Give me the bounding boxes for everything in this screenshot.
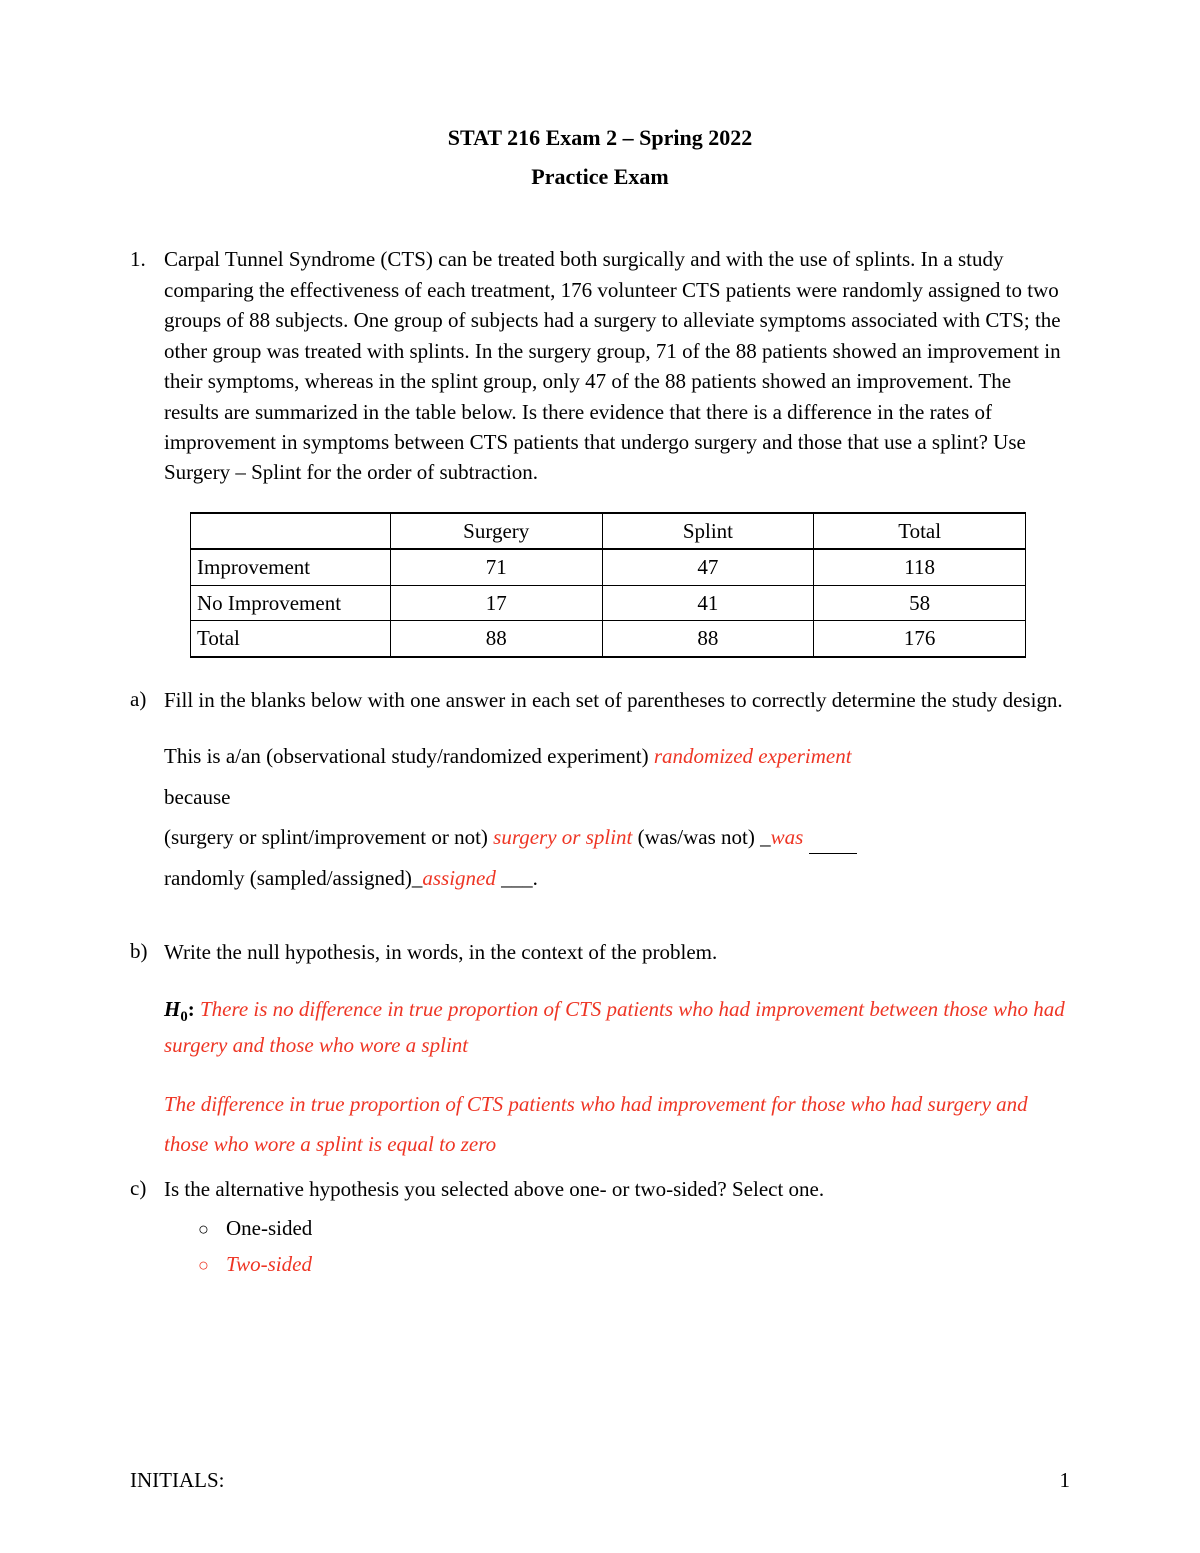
table-cell: 88 — [602, 621, 814, 657]
data-table: Surgery Splint Total Improvement 71 47 1… — [190, 512, 1026, 658]
h0-H: H — [164, 997, 180, 1021]
part-a-line3-mid: (was/was not) — [632, 825, 760, 849]
table-header-surgery: Surgery — [390, 513, 602, 549]
page-footer: INITIALS: 1 — [130, 1468, 1070, 1493]
part-b-body: Write the null hypothesis, in words, in … — [164, 936, 1070, 1165]
table-header-blank — [191, 513, 391, 549]
part-b-answer-1: H0: There is no difference in true propo… — [164, 993, 1070, 1062]
table-row: No Improvement 17 41 58 — [191, 585, 1026, 620]
table-cell: 88 — [390, 621, 602, 657]
part-b: b) Write the null hypothesis, in words, … — [130, 936, 1070, 1165]
part-c: c) Is the alternative hypothesis you sel… — [130, 1173, 1070, 1281]
part-a-line4-pre: randomly (sampled/assigned) — [164, 866, 412, 890]
table-cell: No Improvement — [191, 585, 391, 620]
part-a-line4-end: ___. — [501, 866, 538, 890]
answer-assigned: assigned — [422, 866, 496, 890]
part-a-line1-pre: This is a/an (observational study/random… — [164, 744, 654, 768]
ans4-pre: _ — [412, 866, 423, 890]
part-a-intro: Fill in the blanks below with one answer… — [164, 684, 1070, 717]
table-cell: 47 — [602, 549, 814, 585]
answer-h0-line2: The difference in true proportion of CTS… — [164, 1085, 1070, 1165]
table-header-splint: Splint — [602, 513, 814, 549]
table-header-total: Total — [814, 513, 1026, 549]
question-1: 1. Carpal Tunnel Syndrome (CTS) can be t… — [130, 244, 1070, 1280]
table-row: Improvement 71 47 118 — [191, 549, 1026, 585]
table-row: Total 88 88 176 — [191, 621, 1026, 657]
choice-two-sided-label: Two-sided — [226, 1248, 312, 1281]
table-cell: 71 — [390, 549, 602, 585]
choice-two-sided[interactable]: ○ Two-sided — [198, 1248, 1070, 1281]
answer-randomized-experiment: randomized experiment — [654, 744, 852, 768]
question-text: Carpal Tunnel Syndrome (CTS) can be trea… — [164, 244, 1070, 488]
part-b-label: b) — [130, 936, 164, 1165]
part-a-line3: (surgery or splint/improvement or not) s… — [164, 821, 1070, 854]
h0-colon: : — [188, 997, 200, 1021]
table-cell: 118 — [814, 549, 1026, 585]
table-cell: Total — [191, 621, 391, 657]
h0-symbol: H0 — [164, 997, 188, 1021]
part-c-body: Is the alternative hypothesis you select… — [164, 1173, 1070, 1281]
footer-initials: INITIALS: — [130, 1468, 224, 1493]
choice-one-sided[interactable]: ○ One-sided — [198, 1212, 1070, 1245]
table-cell: Improvement — [191, 549, 391, 585]
answer-was: was — [771, 825, 804, 849]
part-c-choices: ○ One-sided ○ Two-sided — [198, 1212, 1070, 1281]
part-a-body: Fill in the blanks below with one answer… — [164, 684, 1070, 895]
part-c-label: c) — [130, 1173, 164, 1281]
part-a: a) Fill in the blanks below with one ans… — [130, 684, 1070, 895]
choice-one-sided-label: One-sided — [226, 1212, 312, 1245]
blank-line — [809, 853, 857, 854]
ans3-pre: _ — [760, 825, 771, 849]
table-cell: 41 — [602, 585, 814, 620]
page-header: STAT 216 Exam 2 – Spring 2022 Practice E… — [130, 120, 1070, 194]
answer-surgery-or-splint: surgery or splint — [493, 825, 632, 849]
radio-empty-icon: ○ — [198, 1216, 226, 1244]
header-title-2: Practice Exam — [130, 159, 1070, 194]
header-title-1: STAT 216 Exam 2 – Spring 2022 — [130, 120, 1070, 155]
part-a-line1: This is a/an (observational study/random… — [164, 740, 1070, 773]
part-c-prompt: Is the alternative hypothesis you select… — [164, 1173, 1070, 1206]
table-cell: 58 — [814, 585, 1026, 620]
question-number: 1. — [130, 244, 164, 488]
part-a-line4: randomly (sampled/assigned)_assigned ___… — [164, 862, 1070, 895]
part-a-line3-pre: (surgery or splint/improvement or not) — [164, 825, 493, 849]
table-cell: 17 — [390, 585, 602, 620]
table-header-row: Surgery Splint Total — [191, 513, 1026, 549]
part-a-line2: because — [164, 781, 1070, 814]
part-a-label: a) — [130, 684, 164, 895]
answer-h0-line1: There is no difference in true proportio… — [164, 997, 1065, 1057]
radio-empty-icon: ○ — [198, 1252, 226, 1280]
footer-page-number: 1 — [1060, 1468, 1071, 1493]
exam-page: STAT 216 Exam 2 – Spring 2022 Practice E… — [0, 0, 1200, 1553]
h0-sub: 0 — [180, 1009, 187, 1025]
part-b-prompt: Write the null hypothesis, in words, in … — [164, 936, 1070, 969]
table-cell: 176 — [814, 621, 1026, 657]
